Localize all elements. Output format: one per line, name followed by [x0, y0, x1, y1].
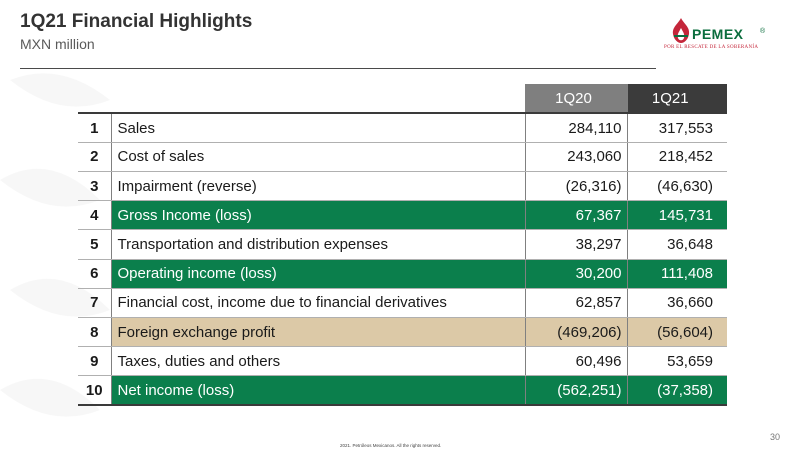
table-row-highlighted: 6 Operating income (loss) 30,200 111,408 — [78, 259, 727, 289]
pemex-logo: PEMEX ® POR EL RESCATE DE LA SOBERANÍA — [660, 18, 780, 58]
table-row: 2 Cost of sales 243,060 218,452 — [78, 142, 727, 173]
column-header-1q20: 1Q20 — [524, 84, 627, 114]
header-blank-num — [78, 84, 111, 113]
table-row-highlighted: 8 Foreign exchange profit (469,206) (56,… — [78, 317, 727, 348]
financial-highlights-table: 1Q20 1Q21 1 Sales 284,110 317,553 2 Cost… — [78, 84, 727, 407]
value-1q21: 218,452 — [626, 142, 727, 173]
row-number: 8 — [78, 317, 112, 348]
logo-tagline: POR EL RESCATE DE LA SOBERANÍA — [664, 45, 759, 50]
row-number: 1 — [78, 112, 112, 143]
table-row-highlighted: 10 Net income (loss) (562,251) (37,358) — [78, 375, 727, 407]
value-1q21: 53,659 — [626, 346, 727, 377]
value-1q21: 145,731 — [626, 200, 727, 231]
row-label: Operating income (loss) — [111, 259, 525, 289]
row-label: Foreign exchange profit — [111, 317, 525, 348]
value-1q20: 60,496 — [524, 346, 627, 377]
row-label: Transportation and distribution expenses — [111, 229, 525, 260]
value-1q21: 36,648 — [626, 229, 727, 260]
value-1q20: 67,367 — [524, 200, 627, 231]
table-row: 9 Taxes, duties and others 60,496 53,659 — [78, 346, 727, 377]
table-header-row: 1Q20 1Q21 — [78, 84, 727, 114]
table-row: 7 Financial cost, income due to financia… — [78, 288, 727, 319]
row-number: 6 — [78, 259, 112, 289]
row-number: 9 — [78, 346, 112, 377]
row-number: 4 — [78, 200, 112, 231]
value-1q21: 317,553 — [626, 112, 727, 143]
row-label: Impairment (reverse) — [111, 171, 525, 202]
table-row: 3 Impairment (reverse) (26,316) (46,630) — [78, 171, 727, 202]
row-number: 10 — [78, 375, 112, 407]
value-1q20: 243,060 — [524, 142, 627, 173]
row-label: Net income (loss) — [111, 375, 525, 407]
row-number: 7 — [78, 288, 112, 319]
value-1q20: (26,316) — [524, 171, 627, 202]
logo-wordmark: PEMEX — [692, 26, 744, 42]
row-number: 5 — [78, 229, 112, 260]
value-1q20: 30,200 — [524, 259, 627, 289]
page-number: 30 — [770, 432, 781, 442]
row-label: Financial cost, income due to financial … — [111, 288, 525, 319]
value-1q21: (46,630) — [626, 171, 727, 202]
table-row: 5 Transportation and distribution expens… — [78, 229, 727, 260]
value-1q20: 284,110 — [524, 112, 627, 143]
page-subtitle: MXN million — [20, 36, 95, 52]
page-title: 1Q21 Financial Highlights — [20, 11, 253, 32]
value-1q21: 36,660 — [626, 288, 727, 319]
row-label: Taxes, duties and others — [111, 346, 525, 377]
row-label: Sales — [111, 112, 525, 143]
table-row-highlighted: 4 Gross Income (loss) 67,367 145,731 — [78, 200, 727, 231]
row-label: Cost of sales — [111, 142, 525, 173]
value-1q20: 62,857 — [524, 288, 627, 319]
title-divider — [20, 68, 656, 69]
column-header-1q21: 1Q21 — [626, 84, 727, 114]
logo-registered-mark: ® — [760, 28, 766, 35]
value-1q20: (562,251) — [524, 375, 627, 407]
row-number: 2 — [78, 142, 112, 173]
row-number: 3 — [78, 171, 112, 202]
copyright-footer: 2021. Petróleos Mexicanos. All the right… — [340, 443, 442, 448]
value-1q21: (56,604) — [626, 317, 727, 348]
value-1q20: 38,297 — [524, 229, 627, 260]
value-1q21: 111,408 — [626, 259, 727, 289]
row-label: Gross Income (loss) — [111, 200, 525, 231]
header-blank-label — [111, 84, 525, 113]
table-row: 1 Sales 284,110 317,553 — [78, 112, 727, 143]
flame-icon — [672, 18, 690, 43]
value-1q20: (469,206) — [524, 317, 627, 348]
value-1q21: (37,358) — [626, 375, 727, 407]
